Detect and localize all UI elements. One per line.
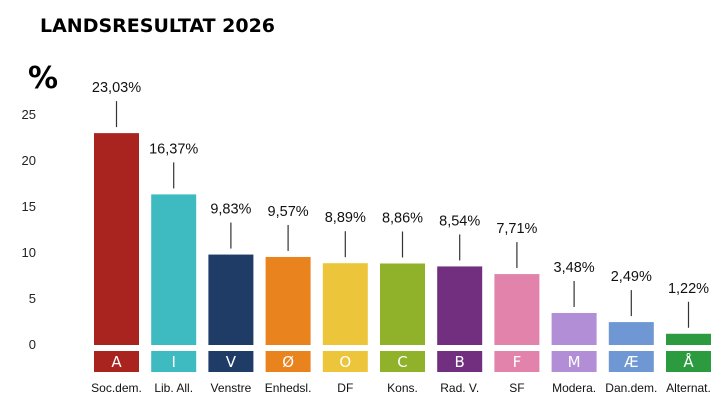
party-letter-box bbox=[322, 351, 368, 372]
party-letter: M bbox=[568, 353, 581, 371]
value-label: 23,03% bbox=[92, 80, 141, 96]
bar bbox=[151, 194, 197, 345]
party-letter-box bbox=[666, 351, 711, 372]
party-letter-box bbox=[494, 351, 540, 372]
bars bbox=[94, 133, 711, 345]
category-label: Lib. All. bbox=[154, 381, 193, 395]
y-tick-label: 15 bbox=[22, 199, 36, 214]
party-letter: I bbox=[171, 353, 175, 371]
value-label: 16,37% bbox=[149, 141, 198, 157]
y-tick-label: 5 bbox=[29, 291, 36, 306]
party-letter-box bbox=[380, 351, 425, 372]
party-letter-box bbox=[437, 351, 483, 372]
category-label: Dan.dem. bbox=[605, 381, 657, 395]
party-letter: V bbox=[226, 353, 237, 371]
value-label: 9,83% bbox=[210, 202, 251, 218]
party-letter: B bbox=[455, 353, 465, 371]
category-label: SF bbox=[509, 381, 524, 395]
party-letter: Æ bbox=[624, 353, 639, 371]
value-label-connectors bbox=[115, 101, 690, 328]
category-label: Alternat. bbox=[666, 381, 711, 395]
bar bbox=[437, 266, 483, 345]
party-letter-box bbox=[151, 351, 197, 372]
bar bbox=[265, 256, 311, 345]
value-label: 1,22% bbox=[668, 281, 709, 297]
bar bbox=[551, 312, 597, 345]
bar bbox=[608, 322, 654, 345]
value-label: 9,57% bbox=[268, 204, 309, 220]
category-label: Venstre bbox=[211, 381, 252, 395]
chart-title: LANDSRESULTAT 2026 bbox=[40, 15, 275, 37]
bar bbox=[380, 263, 425, 345]
category-label: DF bbox=[337, 381, 353, 395]
category-label: Modera. bbox=[552, 381, 596, 395]
value-label: 8,54% bbox=[439, 213, 480, 229]
party-letter: A bbox=[111, 353, 122, 371]
bar bbox=[322, 263, 368, 345]
party-letter-box bbox=[94, 351, 139, 372]
party-letter: C bbox=[397, 353, 407, 371]
category-label: Soc.dem. bbox=[91, 381, 142, 395]
category-label: Kons. bbox=[387, 381, 418, 395]
value-labels: 23,03% 16,37% 9,83% 9,57% 8,89% 8,86% 8,54% 7,7… bbox=[92, 80, 709, 297]
y-axis-ticks: 0 5 10 15 20 25 bbox=[22, 107, 36, 352]
category-labels: Soc.dem. Lib. All. Venstre Enhedsl. DF Kons. R… bbox=[91, 381, 711, 395]
bar bbox=[94, 133, 139, 345]
y-tick-label: 10 bbox=[22, 245, 36, 260]
category-label: Enhedsl. bbox=[265, 381, 312, 395]
category-label: Rad. V. bbox=[440, 381, 479, 395]
party-letter: Å bbox=[683, 352, 694, 371]
party-letter-box bbox=[608, 351, 654, 372]
party-letter: Ø bbox=[282, 353, 294, 371]
party-letter-box bbox=[551, 351, 597, 372]
bar bbox=[494, 274, 540, 345]
y-tick-label: 25 bbox=[22, 107, 36, 122]
y-axis-label: % bbox=[28, 61, 58, 96]
bar bbox=[208, 254, 254, 345]
value-label: 8,86% bbox=[382, 210, 423, 226]
value-label: 7,71% bbox=[496, 221, 537, 237]
bar bbox=[666, 333, 711, 345]
value-label: 3,48% bbox=[554, 260, 595, 276]
party-letter-box bbox=[265, 351, 311, 372]
party-letter-box bbox=[208, 351, 254, 372]
value-label: 2,49% bbox=[611, 269, 652, 285]
value-label: 8,89% bbox=[325, 210, 366, 226]
party-letter: O bbox=[339, 353, 351, 371]
y-tick-label: 0 bbox=[29, 337, 36, 352]
y-tick-label: 20 bbox=[22, 153, 36, 168]
party-letter: F bbox=[513, 353, 522, 371]
